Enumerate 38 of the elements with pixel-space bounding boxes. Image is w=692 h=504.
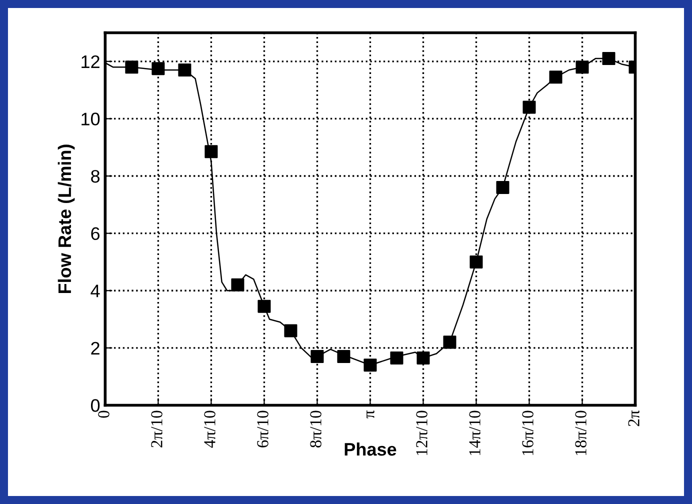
point [337, 350, 350, 364]
y-tick-label: 6 [91, 227, 100, 240]
x-tick-label: π [366, 410, 374, 418]
point [178, 63, 192, 77]
point [549, 70, 562, 84]
point [258, 300, 271, 313]
x-tick-label: 2π [628, 410, 640, 426]
x-axis-title: Phase [344, 442, 396, 456]
y-tick-label: 2 [91, 342, 100, 354]
point [231, 278, 244, 292]
point [284, 324, 298, 338]
y-tick-label: 10 [82, 112, 100, 126]
x-tick-label: 6π/10 [257, 410, 268, 448]
x-tick-label: 14π/10 [469, 410, 480, 455]
point [576, 60, 589, 74]
point [152, 62, 165, 76]
x-tick-label: 12π/10 [416, 410, 428, 455]
point [364, 358, 377, 372]
point [125, 60, 138, 74]
point [522, 100, 536, 114]
y-axis-title: Flow Rate (L/min) [58, 144, 75, 294]
point [443, 336, 456, 349]
y-tick-label: 8 [91, 170, 100, 183]
y-tick-label: 12 [82, 55, 100, 68]
x-tick-label: 2π/10 [151, 410, 162, 448]
x-tick-label: 8π/10 [310, 410, 322, 448]
x-tick-label: 4π/10 [204, 410, 216, 448]
point [204, 145, 218, 158]
point [496, 180, 510, 194]
y-tick-label: 4 [90, 284, 100, 298]
point [390, 351, 404, 364]
x-tick-label: 0 [98, 410, 110, 418]
point [310, 350, 324, 364]
point [416, 351, 430, 364]
x-tick-label: 16π/10 [522, 410, 534, 455]
x-tick-label: 18π/10 [575, 410, 586, 455]
point [602, 52, 616, 66]
point [470, 255, 483, 268]
